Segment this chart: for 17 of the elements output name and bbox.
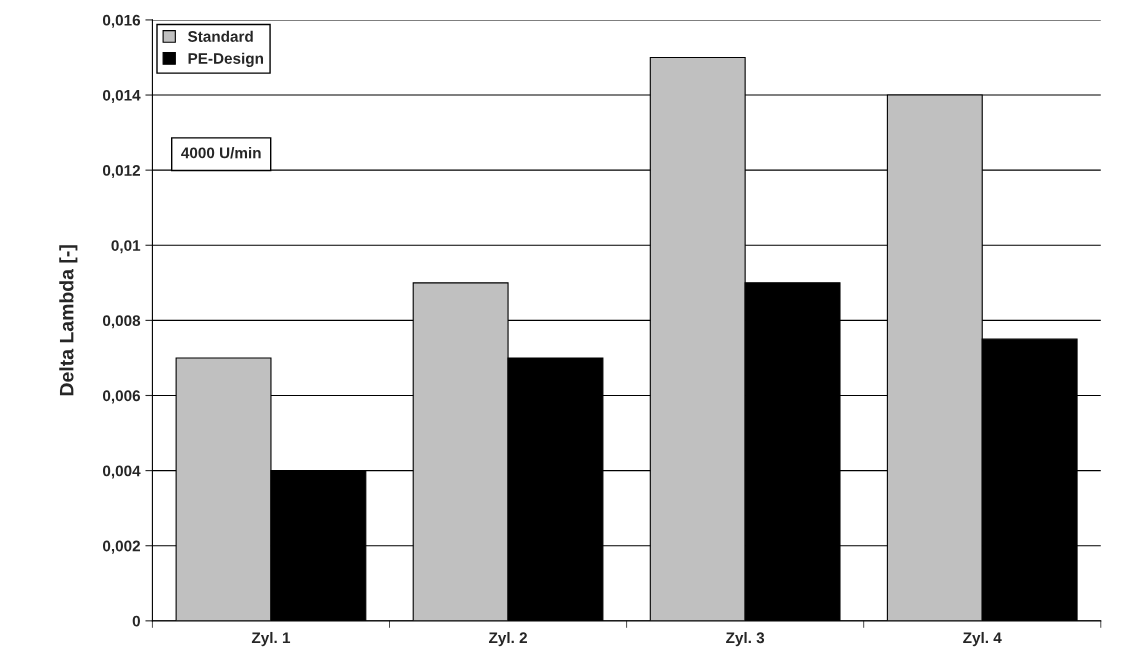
y-tick-label: 0,014 xyxy=(102,89,141,103)
y-tick-label: 0,004 xyxy=(102,465,141,479)
y-tick-label: 0,006 xyxy=(102,390,141,404)
x-tick-label: Zyl. 3 xyxy=(726,631,765,647)
y-tick-label: 0,016 xyxy=(102,14,141,28)
y-axis-title: Delta Lambda [-] xyxy=(59,245,78,396)
x-tick-label: Zyl. 2 xyxy=(488,631,527,647)
y-tick-label: 0,008 xyxy=(102,315,141,329)
y-tick-label: 0,012 xyxy=(102,165,140,179)
annotation: 4000 U/min xyxy=(181,147,261,159)
y-tick-label: 0,002 xyxy=(102,540,140,554)
y-tick-label: 0,01 xyxy=(111,240,141,254)
y-tick-label: 0 xyxy=(132,615,140,627)
legend-label: Standard xyxy=(187,30,253,42)
legend-label: PE-Design xyxy=(188,52,264,67)
x-tick-label: Zyl. 4 xyxy=(963,631,1002,647)
x-tick-label: Zyl. 1 xyxy=(251,631,291,647)
